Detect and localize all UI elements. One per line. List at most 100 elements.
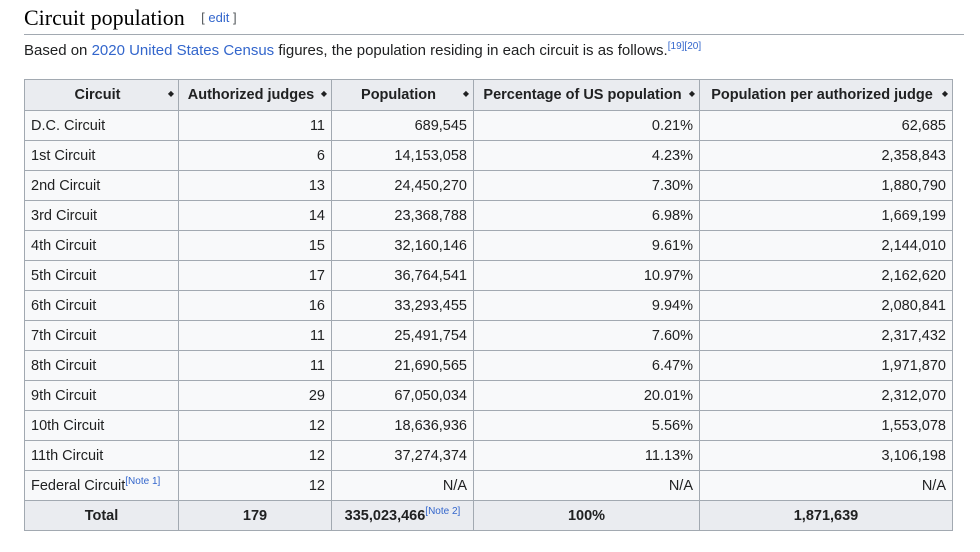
citation-19[interactable]: [19] (667, 41, 685, 52)
judges-cell: 12 (178, 440, 332, 471)
circuit-cell: 5th Circuit (24, 260, 179, 291)
circuit-population-table: Circuit ◆ Authorized judges ◆ Population ◆ … (24, 79, 953, 531)
column-header-population[interactable]: Population ◆ (331, 79, 474, 111)
sort-icon[interactable]: ◆ (688, 89, 695, 98)
judges-cell: 11 (178, 350, 332, 381)
column-header-per-judge[interactable]: Population per authorized judge ◆ (699, 79, 953, 111)
table-row: 7th Circuit 11 25,491,754 7.60% 2,317,432 (24, 320, 953, 351)
section-title: Circuit population (24, 5, 185, 30)
per-judge-cell: 1,971,870 (699, 350, 953, 381)
table-row: 8th Circuit 11 21,690,565 6.47% 1,971,870 (24, 350, 953, 381)
total-percent: 100% (473, 500, 700, 531)
circuit-cell: 9th Circuit (24, 380, 179, 411)
percent-cell: 7.30% (473, 170, 700, 201)
table-row: 9th Circuit 29 67,050,034 20.01% 2,312,070 (24, 380, 953, 411)
percent-cell: 4.23% (473, 140, 700, 171)
table-row: 10th Circuit 12 18,636,936 5.56% 1,553,078 (24, 410, 953, 441)
population-cell: 14,153,058 (331, 140, 474, 171)
per-judge-cell: 1,669,199 (699, 200, 953, 231)
per-judge-cell: 2,358,843 (699, 140, 953, 171)
circuit-cell: D.C. Circuit (24, 110, 179, 141)
judges-cell: 15 (178, 230, 332, 261)
circuit-cell: Federal Circuit[Note 1] (24, 470, 179, 501)
percent-cell: 6.98% (473, 200, 700, 231)
per-judge-cell: 1,553,078 (699, 410, 953, 441)
population-cell: 689,545 (331, 110, 474, 141)
population-cell: 36,764,541 (331, 260, 474, 291)
table-row: 2nd Circuit 13 24,450,270 7.30% 1,880,790 (24, 170, 953, 201)
circuit-cell: 7th Circuit (24, 320, 179, 351)
note-2-ref[interactable]: [Note 2] (425, 505, 461, 517)
circuit-cell: 8th Circuit (24, 350, 179, 381)
column-header-percentage[interactable]: Percentage of US population ◆ (473, 79, 700, 111)
population-cell: 18,636,936 (331, 410, 474, 441)
table-total-row: Total 179 335,023,466[Note 2] 100% 1,871… (24, 500, 953, 531)
column-header-judges[interactable]: Authorized judges ◆ (178, 79, 332, 111)
header-label: Population (361, 87, 436, 103)
per-judge-cell: N/A (699, 470, 953, 501)
circuit-cell: 11th Circuit (24, 440, 179, 471)
population-cell: 25,491,754 (331, 320, 474, 351)
section-heading: Circuit population [ edit ] (24, 4, 964, 35)
total-population-value: 335,023,466 (344, 507, 426, 524)
population-cell: 32,160,146 (331, 230, 474, 261)
percent-cell: 6.47% (473, 350, 700, 381)
judges-cell: 6 (178, 140, 332, 171)
per-judge-cell: 1,880,790 (699, 170, 953, 201)
header-label: Authorized judges (187, 87, 315, 103)
header-label: Circuit (74, 87, 121, 103)
census-link[interactable]: 2020 United States Census (91, 42, 275, 59)
circuit-name: Federal Circuit (31, 477, 126, 494)
sort-icon[interactable]: ◆ (167, 89, 174, 98)
percent-cell: 11.13% (473, 440, 700, 471)
percent-cell: 0.21% (473, 110, 700, 141)
population-cell: 37,274,374 (331, 440, 474, 471)
table-row: D.C. Circuit 11 689,545 0.21% 62,685 (24, 110, 953, 141)
intro-text-after: figures, the population residing in each… (274, 42, 668, 59)
population-cell: 67,050,034 (331, 380, 474, 411)
circuit-cell: 2nd Circuit (24, 170, 179, 201)
sort-icon[interactable]: ◆ (462, 89, 469, 98)
table-row: 11th Circuit 12 37,274,374 11.13% 3,106,198 (24, 440, 953, 471)
per-judge-cell: 2,312,070 (699, 380, 953, 411)
judges-cell: 12 (178, 410, 332, 441)
percent-cell: 5.56% (473, 410, 700, 441)
judges-cell: 29 (178, 380, 332, 411)
citation-20[interactable]: [20] (684, 41, 702, 52)
circuit-cell: 10th Circuit (24, 410, 179, 441)
sort-icon[interactable]: ◆ (320, 89, 327, 98)
table-row: 3rd Circuit 14 23,368,788 6.98% 1,669,199 (24, 200, 953, 231)
table-header-row: Circuit ◆ Authorized judges ◆ Population ◆ … (24, 79, 953, 111)
edit-link[interactable]: edit (208, 10, 230, 25)
table-row: 1st Circuit 6 14,153,058 4.23% 2,358,843 (24, 140, 953, 171)
population-cell: 21,690,565 (331, 350, 474, 381)
total-label: Total (24, 500, 179, 531)
percent-cell: 9.61% (473, 230, 700, 261)
note-1-ref[interactable]: [Note 1] (125, 475, 161, 487)
intro-text-before: Based on (24, 42, 92, 59)
population-cell: N/A (331, 470, 474, 501)
circuit-cell: 6th Circuit (24, 290, 179, 321)
table-row: 6th Circuit 16 33,293,455 9.94% 2,080,841 (24, 290, 953, 321)
edit-section: [ edit ] (201, 10, 236, 25)
circuit-cell: 4th Circuit (24, 230, 179, 261)
percent-cell: 7.60% (473, 320, 700, 351)
edit-bracket-open: [ (201, 10, 205, 25)
circuit-cell: 1st Circuit (24, 140, 179, 171)
population-cell: 23,368,788 (331, 200, 474, 231)
per-judge-cell: 2,162,620 (699, 260, 953, 291)
header-label: Percentage of US population (483, 87, 682, 103)
population-cell: 24,450,270 (331, 170, 474, 201)
judges-cell: 11 (178, 110, 332, 141)
population-cell: 33,293,455 (331, 290, 474, 321)
total-per-judge: 1,871,639 (699, 500, 953, 531)
column-header-circuit[interactable]: Circuit ◆ (24, 79, 179, 111)
percent-cell: N/A (473, 470, 700, 501)
table-row: 5th Circuit 17 36,764,541 10.97% 2,162,620 (24, 260, 953, 291)
per-judge-cell: 2,144,010 (699, 230, 953, 261)
total-population: 335,023,466[Note 2] (331, 500, 474, 531)
table-row: 4th Circuit 15 32,160,146 9.61% 2,144,010 (24, 230, 953, 261)
sort-icon[interactable]: ◆ (941, 89, 948, 98)
percent-cell: 20.01% (473, 380, 700, 411)
judges-cell: 11 (178, 320, 332, 351)
